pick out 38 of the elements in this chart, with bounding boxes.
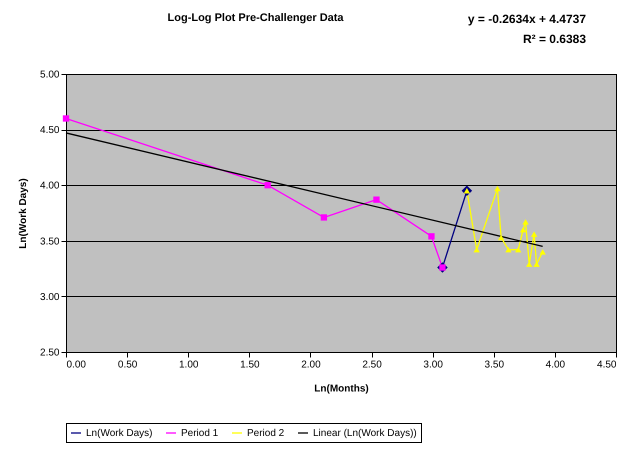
point [505,246,512,252]
x-axis-title: Ln(Months) [314,384,369,394]
x-tick-label: 3.50 [484,360,504,370]
point [540,249,546,255]
x-tick-label: 1.00 [178,360,199,370]
point [498,234,504,240]
y-tick-label: 4.00 [40,180,60,192]
legend-label: Linear (Ln(Work Days)) [313,428,417,439]
point [494,186,501,192]
x-tick-label: 2.00 [301,360,322,370]
y-tick-label: 2.50 [40,348,60,358]
text: R² = 0.6383 [522,32,586,46]
y-tick-label: 4.50 [40,125,60,136]
point [428,233,435,240]
point [520,226,526,232]
x-tick-label: 0.00 [66,360,86,370]
y-tick-label: 3.00 [40,292,60,303]
point [530,231,538,237]
point [62,115,70,122]
x-tick-label: 2.50 [362,360,382,370]
x-tick-label: 0.50 [118,360,138,370]
y-tick-label: 3.50 [40,236,60,248]
legend-label: Ln(Work Days) [86,428,152,439]
x-tick-label: 3.00 [423,360,444,370]
legend-label: Period 1 [181,428,219,439]
text: y = -0.2634x + 4.4737 [468,12,586,26]
chart-title: Log-Log Plot Pre-Challenger Data [168,12,344,24]
point [522,219,529,225]
point [515,246,522,252]
y-tick-label: 5.00 [40,70,60,80]
x-tick-label: 4.00 [546,360,566,370]
y-axis-title: Ln(Work Days) [18,178,30,249]
point [320,214,328,221]
legend-label: Period 2 [247,428,285,439]
point [264,182,271,188]
x-tick-label: 4.50 [597,360,617,370]
point [373,196,380,203]
x-tick-label: 1.50 [240,360,260,370]
